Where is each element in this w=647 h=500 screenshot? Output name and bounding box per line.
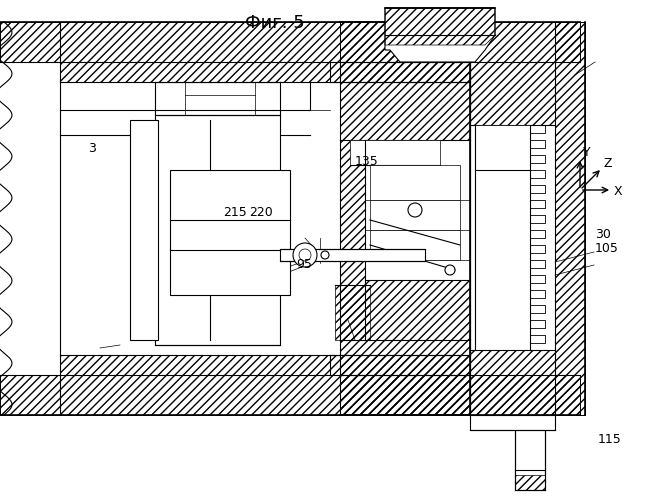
Circle shape xyxy=(408,203,422,217)
Circle shape xyxy=(445,265,455,275)
Bar xyxy=(370,230,460,260)
Bar xyxy=(370,165,460,200)
Text: Z: Z xyxy=(603,157,611,170)
Text: 215: 215 xyxy=(223,206,247,219)
Text: 115: 115 xyxy=(598,433,622,446)
Bar xyxy=(470,415,555,430)
Bar xyxy=(515,415,545,490)
Bar xyxy=(170,170,290,295)
Text: 95: 95 xyxy=(296,258,312,271)
Text: 220: 220 xyxy=(249,206,273,219)
Bar xyxy=(370,200,460,230)
Bar xyxy=(350,140,440,165)
Text: 30: 30 xyxy=(595,228,611,241)
Bar xyxy=(475,125,530,170)
Text: 3: 3 xyxy=(88,142,96,155)
Bar xyxy=(280,249,425,261)
Text: X: X xyxy=(614,185,622,198)
Circle shape xyxy=(299,249,311,261)
Circle shape xyxy=(321,251,329,259)
Text: Фиг. 5: Фиг. 5 xyxy=(245,14,305,32)
Text: 135: 135 xyxy=(355,155,378,168)
Polygon shape xyxy=(385,8,495,62)
Text: 105: 105 xyxy=(595,242,619,255)
Bar xyxy=(155,115,280,345)
Bar xyxy=(130,120,158,340)
Text: Y: Y xyxy=(583,146,591,159)
Circle shape xyxy=(293,243,317,267)
